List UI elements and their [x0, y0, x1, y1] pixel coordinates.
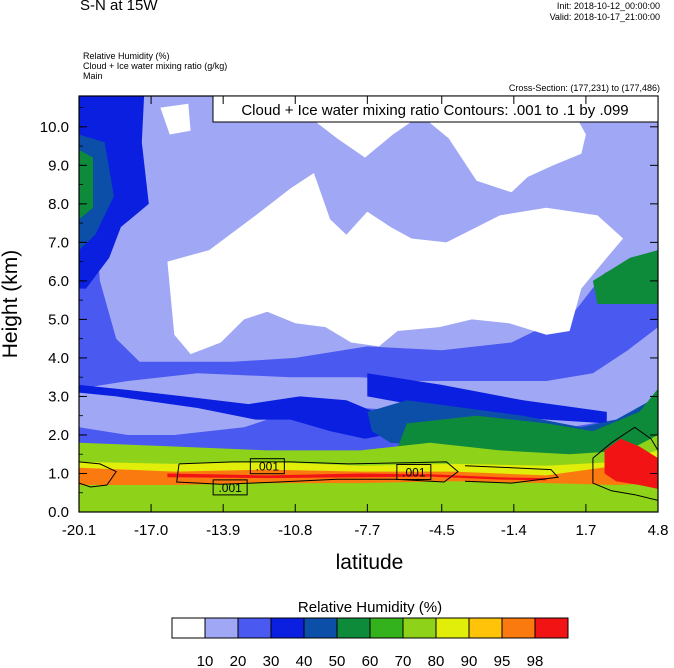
- rh-dry-core: [167, 173, 624, 355]
- contour-label-box: [212, 479, 248, 496]
- colorbar-swatch: [534, 617, 569, 639]
- x-tick-label: -17.0: [134, 522, 168, 539]
- y-tick-label: 3.0: [48, 388, 69, 405]
- colorbar-swatch: [303, 617, 338, 639]
- colorbar-swatch: [369, 617, 404, 639]
- colorbar-swatch: [402, 617, 437, 639]
- field-line-cloud: Cloud + Ice water mixing ratio (g/kg): [83, 61, 228, 71]
- field-line-rh: Relative Humidity (%): [83, 51, 170, 61]
- colorbar-swatch: [204, 617, 239, 639]
- rh-red-band: [167, 473, 547, 481]
- contour-label-box: [249, 458, 285, 475]
- rh-field: .001 .001 .001: [79, 96, 658, 512]
- x-tick-label: -10.8: [278, 522, 312, 539]
- y-tick-label: 9.0: [48, 157, 69, 174]
- colorbar-level-label: 50: [329, 653, 346, 668]
- cloud-contour-right: [592, 426, 658, 501]
- y-tick-label: 8.0: [48, 196, 69, 213]
- plot-title: S-N at 15W: [80, 0, 158, 14]
- colorbar-swatch: [435, 617, 470, 639]
- y-tick-label: 5.0: [48, 311, 69, 328]
- rh-green-upper: [79, 149, 93, 220]
- cloud-contour-mid: [464, 465, 560, 484]
- rh-dry-topleft: [160, 103, 191, 135]
- colorbar-level-label: 10: [197, 653, 214, 668]
- x-tick-label: -1.4: [501, 522, 527, 539]
- colorbar-level-label: 20: [230, 653, 247, 668]
- contour-inline-label: .001: [256, 460, 280, 474]
- contour-label-box: [396, 463, 432, 480]
- contour-inline-label: .001: [218, 481, 242, 495]
- colorbar-title: Relative Humidity (%): [298, 599, 442, 616]
- contour-info: Cloud + Ice water mixing ratio Contours:…: [212, 95, 659, 123]
- rh-dark-band: [79, 384, 384, 439]
- cross-section-label: Cross-Section: (177,231) to (177,486): [508, 83, 660, 93]
- colorbar-swatch: [336, 617, 371, 639]
- valid-time: Valid: 2018-10-17_21:00:00: [549, 12, 660, 22]
- colorbar-swatch: [237, 617, 272, 639]
- colorbar-swatch: [270, 617, 305, 639]
- x-tick-label: -7.7: [354, 522, 380, 539]
- y-tick-label: 6.0: [48, 273, 69, 290]
- colorbar-swatch: [468, 617, 503, 639]
- y-tick-label: 4.0: [48, 350, 69, 367]
- y-axis-label: Height (km): [0, 250, 22, 359]
- x-tick-label: -20.1: [62, 522, 96, 539]
- colorbar-level-label: 30: [263, 653, 280, 668]
- colorbar-level-label: 60: [362, 653, 379, 668]
- y-tick-label: 10.0: [40, 119, 69, 136]
- field-line-domain: Main: [83, 71, 103, 81]
- cloud-contour-left: [79, 461, 117, 488]
- y-tick-label: 0.0: [48, 504, 69, 521]
- contour-inline-label: .001: [402, 465, 426, 479]
- colorbar-level-label: 70: [395, 653, 412, 668]
- x-axis-label: latitude: [336, 551, 404, 574]
- colorbar-swatch: [501, 617, 536, 639]
- colorbar-swatch: [171, 617, 206, 639]
- colorbar-level-label: 95: [494, 653, 511, 668]
- y-tick-label: 7.0: [48, 234, 69, 251]
- colorbar-level-label: 98: [527, 653, 544, 668]
- y-tick-label: 1.0: [48, 465, 69, 482]
- rh-dark-band-upper: [367, 373, 607, 424]
- field-descriptions: Relative Humidity (%) Cloud + Ice water …: [83, 51, 227, 81]
- x-tick-label: 4.8: [648, 522, 669, 539]
- y-tick-label: 2.0: [48, 427, 69, 444]
- contour-info-text: Cloud + Ice water mixing ratio Contours:…: [241, 102, 628, 119]
- init-time: Init: 2018-10-12_00:00:00: [556, 1, 660, 11]
- rh-green-right: [592, 250, 658, 304]
- contour-info-box: [212, 95, 659, 123]
- x-tick-label: -13.9: [206, 522, 240, 539]
- x-tick-label: -4.5: [429, 522, 455, 539]
- colorbar-level-label: 90: [461, 653, 478, 668]
- colorbar-level-label: 40: [296, 653, 313, 668]
- colorbar-level-label: 80: [428, 653, 445, 668]
- rh-red-right: [604, 438, 658, 489]
- cloud-contour-main: [176, 461, 459, 485]
- colorbar: 10 20 30 40 50 60 70 80 90 95 98 Relative Humidity …: [171, 599, 569, 668]
- x-tick-label: 1.7: [575, 522, 596, 539]
- rh-green-band: [395, 388, 658, 462]
